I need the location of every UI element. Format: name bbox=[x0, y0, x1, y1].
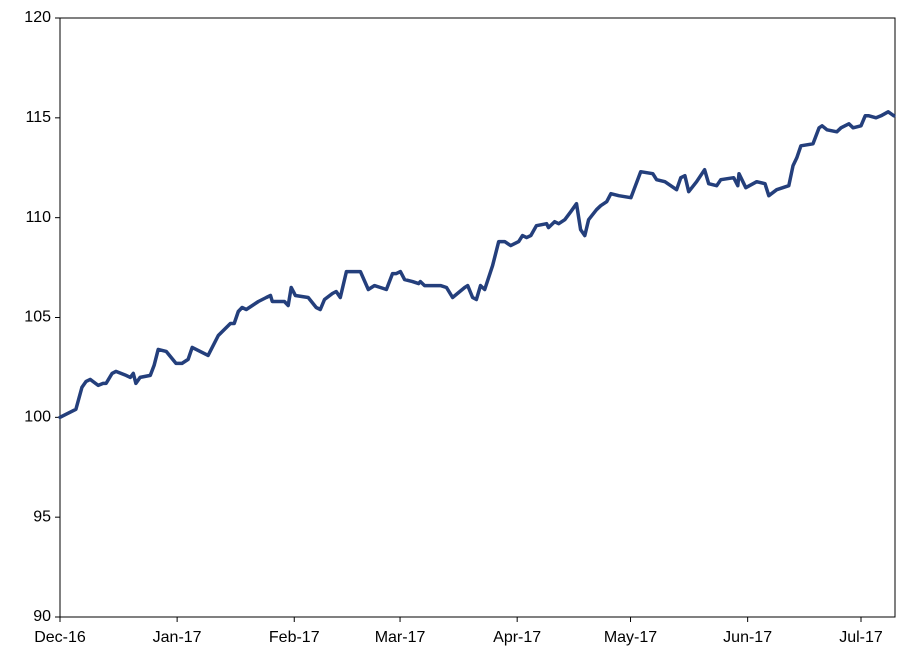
y-tick-label: 95 bbox=[33, 508, 51, 525]
x-tick-label: Mar-17 bbox=[375, 629, 426, 646]
x-tick-label: Jun-17 bbox=[723, 629, 772, 646]
x-tick-label: Apr-17 bbox=[493, 629, 541, 646]
plot-frame bbox=[59, 17, 896, 618]
y-tick-label: 115 bbox=[25, 109, 51, 126]
y-tick-label: 120 bbox=[24, 9, 51, 26]
x-tick-label: Jan-17 bbox=[153, 629, 202, 646]
x-tick-label: Dec-16 bbox=[34, 629, 86, 646]
x-tick-label: Feb-17 bbox=[269, 629, 320, 646]
y-tick-label: 110 bbox=[25, 209, 51, 226]
y-tick-label: 90 bbox=[33, 608, 51, 625]
x-tick-label: May-17 bbox=[604, 629, 657, 646]
y-tick-label: 100 bbox=[24, 409, 51, 426]
line-series bbox=[58, 110, 896, 420]
x-tick-label: Jul-17 bbox=[839, 629, 883, 646]
y-tick-label: 105 bbox=[24, 309, 51, 326]
